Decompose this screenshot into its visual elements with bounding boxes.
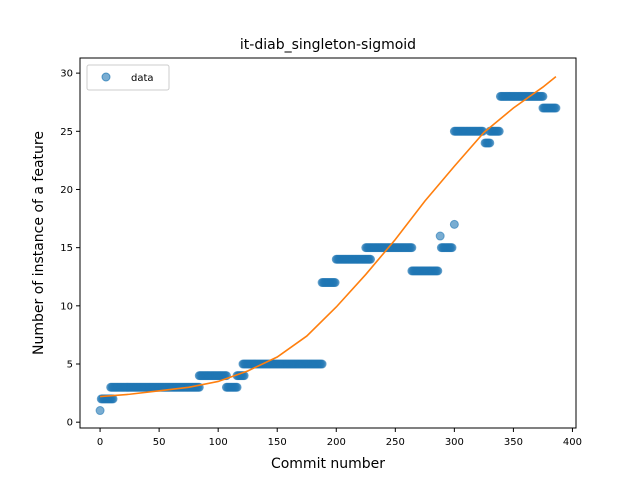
data-point bbox=[538, 91, 548, 101]
legend-marker-data bbox=[101, 72, 111, 82]
x-tick-label: 100 bbox=[209, 437, 228, 448]
data-point bbox=[407, 243, 417, 253]
y-axis-label: Number of instance of a feature bbox=[31, 131, 47, 355]
x-tick-label: 400 bbox=[563, 437, 582, 448]
x-tick-label: 150 bbox=[268, 437, 287, 448]
y-axis: 0 5 10 15 20 25 30 bbox=[60, 69, 80, 429]
x-tick-label: 50 bbox=[153, 437, 166, 448]
plot-area bbox=[95, 75, 561, 416]
data-point bbox=[449, 219, 459, 229]
data-point bbox=[366, 254, 376, 264]
x-axis: 0 50 100 150 200 250 300 350 400 bbox=[97, 428, 582, 448]
axes-frame bbox=[79, 57, 577, 429]
y-tick-label: 10 bbox=[60, 301, 73, 312]
data-point bbox=[433, 266, 443, 276]
y-tick-label: 30 bbox=[60, 69, 73, 80]
data-point bbox=[485, 138, 495, 148]
data-point bbox=[317, 359, 327, 369]
y-tick-label: 15 bbox=[60, 243, 73, 254]
data-point bbox=[232, 382, 242, 392]
legend-label-data: data bbox=[131, 73, 154, 84]
x-tick-label: 200 bbox=[327, 437, 346, 448]
fit-line bbox=[100, 75, 557, 398]
legend-box bbox=[86, 64, 170, 91]
chart-title: it-diab_singleton-sigmoid bbox=[240, 37, 416, 53]
x-tick-label: 350 bbox=[504, 437, 523, 448]
legend: data bbox=[86, 64, 170, 91]
y-tick-label: 20 bbox=[60, 185, 73, 196]
data-point bbox=[551, 103, 561, 113]
y-tick-label: 25 bbox=[60, 127, 73, 138]
y-tick-label: 5 bbox=[67, 360, 73, 371]
data-point bbox=[435, 231, 445, 241]
x-axis-label: Commit number bbox=[271, 456, 385, 472]
data-point bbox=[494, 126, 504, 136]
y-tick-label: 0 bbox=[67, 418, 73, 429]
x-tick-label: 250 bbox=[386, 437, 405, 448]
x-tick-label: 0 bbox=[97, 437, 103, 448]
data-point bbox=[330, 278, 340, 288]
data-point bbox=[95, 406, 105, 416]
x-tick-label: 300 bbox=[445, 437, 464, 448]
data-point bbox=[447, 243, 457, 253]
